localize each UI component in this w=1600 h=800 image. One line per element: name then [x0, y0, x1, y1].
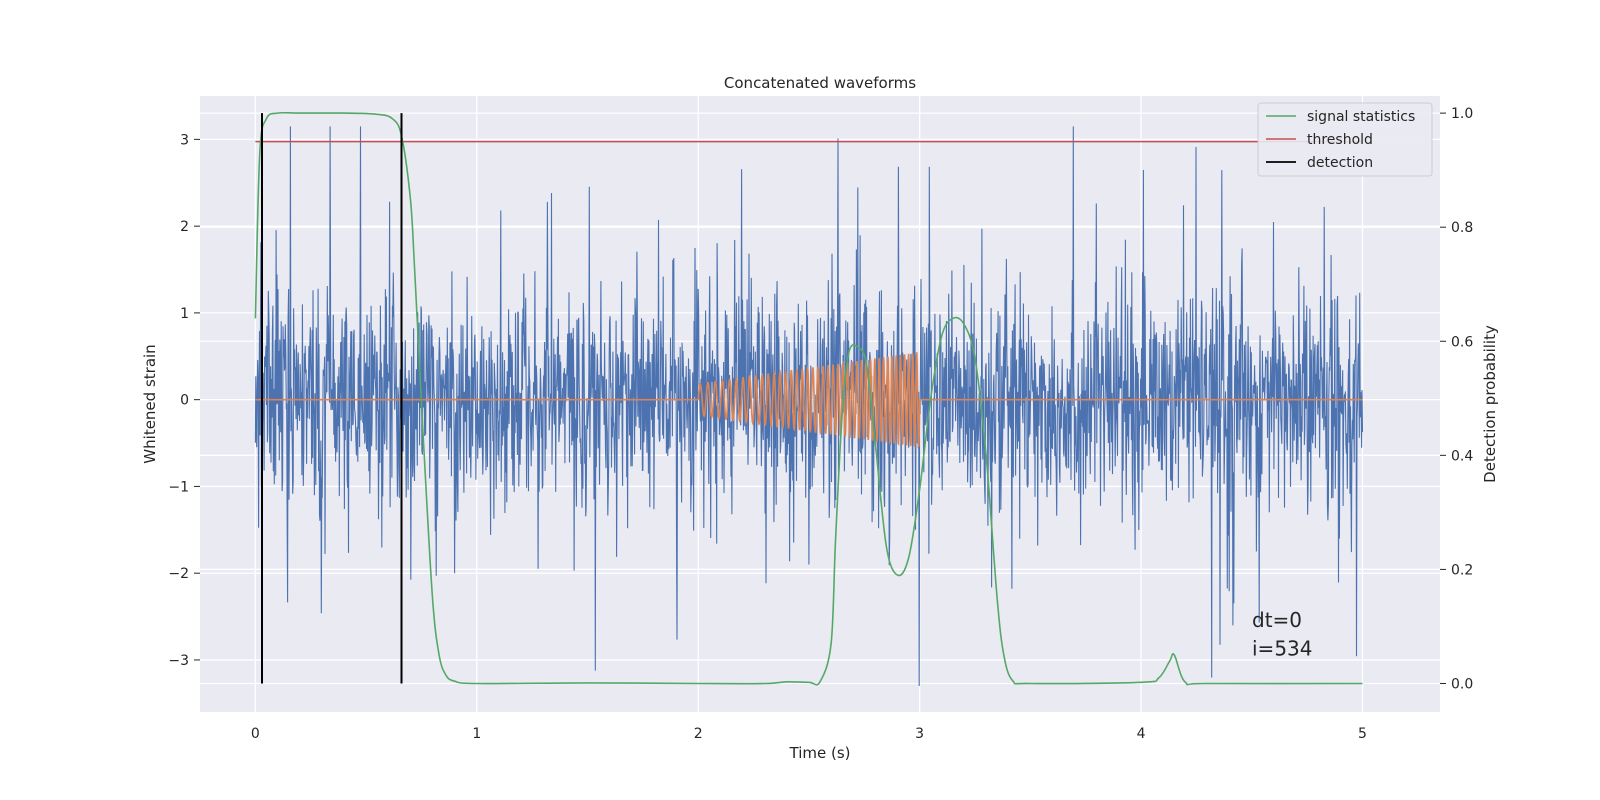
signal-statistics-line: [254, 111, 1363, 686]
y-left-tick-label: 1: [180, 306, 189, 322]
y-right-tick-label: 0.2: [1451, 562, 1473, 578]
annotation-i: i=534: [1252, 637, 1313, 661]
ticks: 0 1 2 3 4 5 −3 −2 −1 0 1 2 3 0.0 0.2 0.4 0.6 0.8 1.0: [168, 106, 1473, 742]
injected-signal-line: [255, 352, 1363, 448]
y-right-tick-label: 0.8: [1451, 220, 1473, 236]
legend-box: [1257, 102, 1433, 177]
y-right-tick-label: 0.0: [1451, 676, 1473, 692]
annotation-dt: dt=0: [1252, 608, 1302, 632]
strain-series-line: [254, 126, 1364, 687]
chart-title: Concatenated waveforms: [724, 74, 916, 92]
y-right-tick-label: 1.0: [1451, 106, 1473, 122]
x-axis-label: Time (s): [789, 744, 851, 762]
y-right-tick-label: 0.4: [1451, 448, 1473, 464]
y-left-tick-label: 3: [180, 132, 189, 148]
x-tick-label: 4: [1137, 726, 1146, 742]
y-axis-label-left: Whitened strain: [141, 344, 159, 463]
legend: signal statistics threshold detection: [1257, 102, 1433, 177]
data-layer: [254, 111, 1364, 687]
legend-label-threshold: threshold: [1307, 132, 1373, 148]
y-axis-label-right: Detection probability: [1481, 325, 1499, 483]
y-left-tick-label: −3: [168, 653, 189, 669]
y-left-tick-label: 2: [180, 219, 189, 235]
x-tick-label: 1: [472, 726, 481, 742]
y-left-tick-label: −1: [168, 479, 189, 495]
legend-label-detection: detection: [1307, 155, 1373, 171]
x-tick-label: 2: [694, 726, 703, 742]
x-tick-label: 0: [251, 726, 260, 742]
y-left-tick-label: −2: [168, 566, 189, 582]
x-tick-label: 5: [1358, 726, 1367, 742]
legend-label-signal-statistics: signal statistics: [1307, 109, 1415, 125]
y-left-tick-label: 0: [180, 393, 189, 409]
x-tick-label: 3: [915, 726, 924, 742]
y-right-tick-label: 0.6: [1451, 334, 1473, 350]
